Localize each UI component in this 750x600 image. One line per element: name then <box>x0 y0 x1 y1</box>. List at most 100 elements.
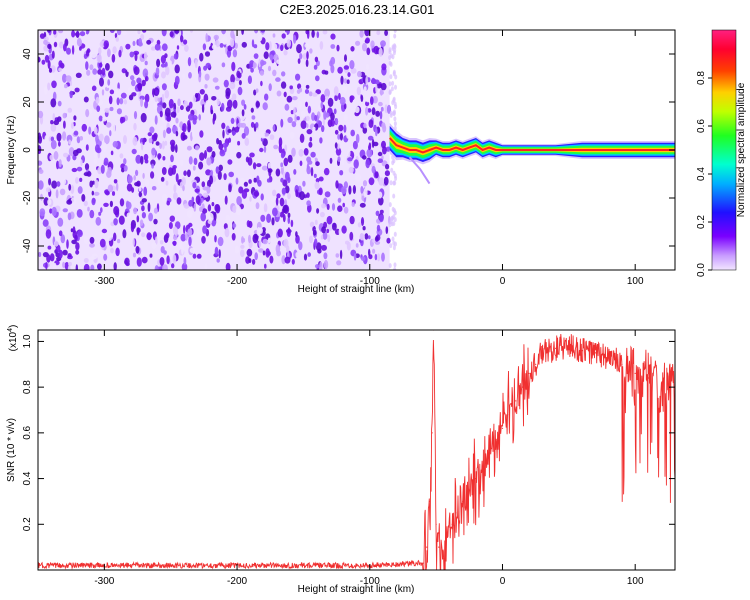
noise-cell <box>291 258 295 265</box>
noise-cell <box>378 47 383 57</box>
noise-cell <box>221 122 226 129</box>
noise-cell <box>362 42 367 52</box>
noise-cell <box>107 184 114 193</box>
snr-data-point <box>426 546 428 548</box>
noise-cell <box>68 183 72 191</box>
noise-cell <box>188 113 194 121</box>
noise-cell <box>136 77 142 84</box>
noise-cell <box>98 99 103 106</box>
noise-cell <box>375 110 380 117</box>
noise-cell <box>175 117 179 124</box>
noise-cell <box>305 115 310 121</box>
noise-cell <box>131 79 136 87</box>
noise-cell <box>251 39 255 48</box>
noise-cell <box>56 132 62 142</box>
noise-cell <box>222 193 226 203</box>
noise-cell <box>272 124 276 131</box>
noise-cell <box>213 34 219 41</box>
noise-cell <box>296 116 300 121</box>
noise-cell <box>225 262 231 270</box>
noise-cell <box>83 263 90 270</box>
noise-cell <box>153 207 158 214</box>
noise-cell <box>204 150 207 159</box>
noise-edge-cell <box>392 245 396 251</box>
noise-cell <box>182 123 187 133</box>
noise-cell <box>227 159 233 165</box>
noise-cell <box>71 239 77 245</box>
noise-cell <box>100 164 105 174</box>
noise-cell <box>339 170 344 176</box>
noise-cell <box>117 30 122 36</box>
noise-cell <box>186 145 192 151</box>
noise-cell <box>157 176 161 186</box>
snr-scale-suffix: ) <box>8 325 19 328</box>
noise-cell <box>337 143 340 150</box>
noise-cell <box>182 185 185 192</box>
noise-cell <box>260 59 265 67</box>
noise-cell <box>218 143 224 150</box>
noise-cell <box>364 30 370 37</box>
noise-cell <box>201 103 205 113</box>
noise-cell <box>210 109 214 115</box>
noise-cell <box>218 249 221 259</box>
noise-cell <box>47 245 52 250</box>
noise-cell <box>374 79 380 85</box>
snr-data-point <box>541 352 543 354</box>
noise-cell <box>116 97 120 106</box>
noise-cell <box>65 75 72 83</box>
noise-cell <box>247 157 253 166</box>
noise-cell <box>253 44 258 49</box>
noise-cell <box>371 165 376 174</box>
noise-cell <box>255 122 259 128</box>
noise-cell <box>309 136 313 142</box>
noise-cell <box>346 132 351 139</box>
noise-cell <box>221 30 226 35</box>
noise-cell <box>273 43 278 50</box>
noise-cell <box>375 84 378 94</box>
noise-cell <box>248 179 252 184</box>
noise-cell <box>159 110 163 118</box>
noise-cell <box>160 63 166 68</box>
noise-cell <box>72 230 78 239</box>
noise-cell <box>171 263 175 269</box>
noise-cell <box>76 136 81 144</box>
noise-cell <box>198 161 204 170</box>
noise-cell <box>206 186 211 194</box>
snr-y-tick-label: 0.2 <box>22 517 33 531</box>
noise-cell <box>136 215 140 223</box>
noise-cell <box>66 47 71 55</box>
noise-cell <box>122 30 127 36</box>
noise-cell <box>121 261 125 270</box>
noise-cell <box>159 240 164 245</box>
noise-cell <box>280 81 287 89</box>
snr-data-point <box>446 535 448 537</box>
noise-cell <box>342 85 348 93</box>
noise-cell <box>216 138 220 145</box>
noise-cell <box>212 77 219 83</box>
svg-text:(x104): (x104) <box>7 325 19 352</box>
noise-cell <box>264 263 267 269</box>
snr-data-point <box>661 386 663 388</box>
noise-cell <box>157 153 162 160</box>
noise-cell <box>98 47 102 55</box>
noise-cell <box>238 186 244 194</box>
noise-cell <box>62 131 67 141</box>
noise-cell <box>204 73 210 81</box>
noise-cell <box>279 197 285 207</box>
noise-cell <box>376 224 381 232</box>
noise-cell <box>321 203 326 209</box>
noise-edge-cell <box>391 80 395 86</box>
noise-cell <box>53 151 59 160</box>
noise-cell <box>349 49 355 58</box>
noise-cell <box>365 96 371 103</box>
noise-cell <box>119 153 124 159</box>
snr-data-point <box>482 466 484 468</box>
noise-cell <box>372 95 378 104</box>
noise-cell <box>289 85 294 90</box>
noise-cell <box>97 263 102 270</box>
noise-edge-cell <box>389 180 393 186</box>
noise-cell <box>316 31 320 39</box>
noise-cell <box>367 135 374 141</box>
noise-cell <box>68 139 72 145</box>
noise-cell <box>201 235 206 244</box>
